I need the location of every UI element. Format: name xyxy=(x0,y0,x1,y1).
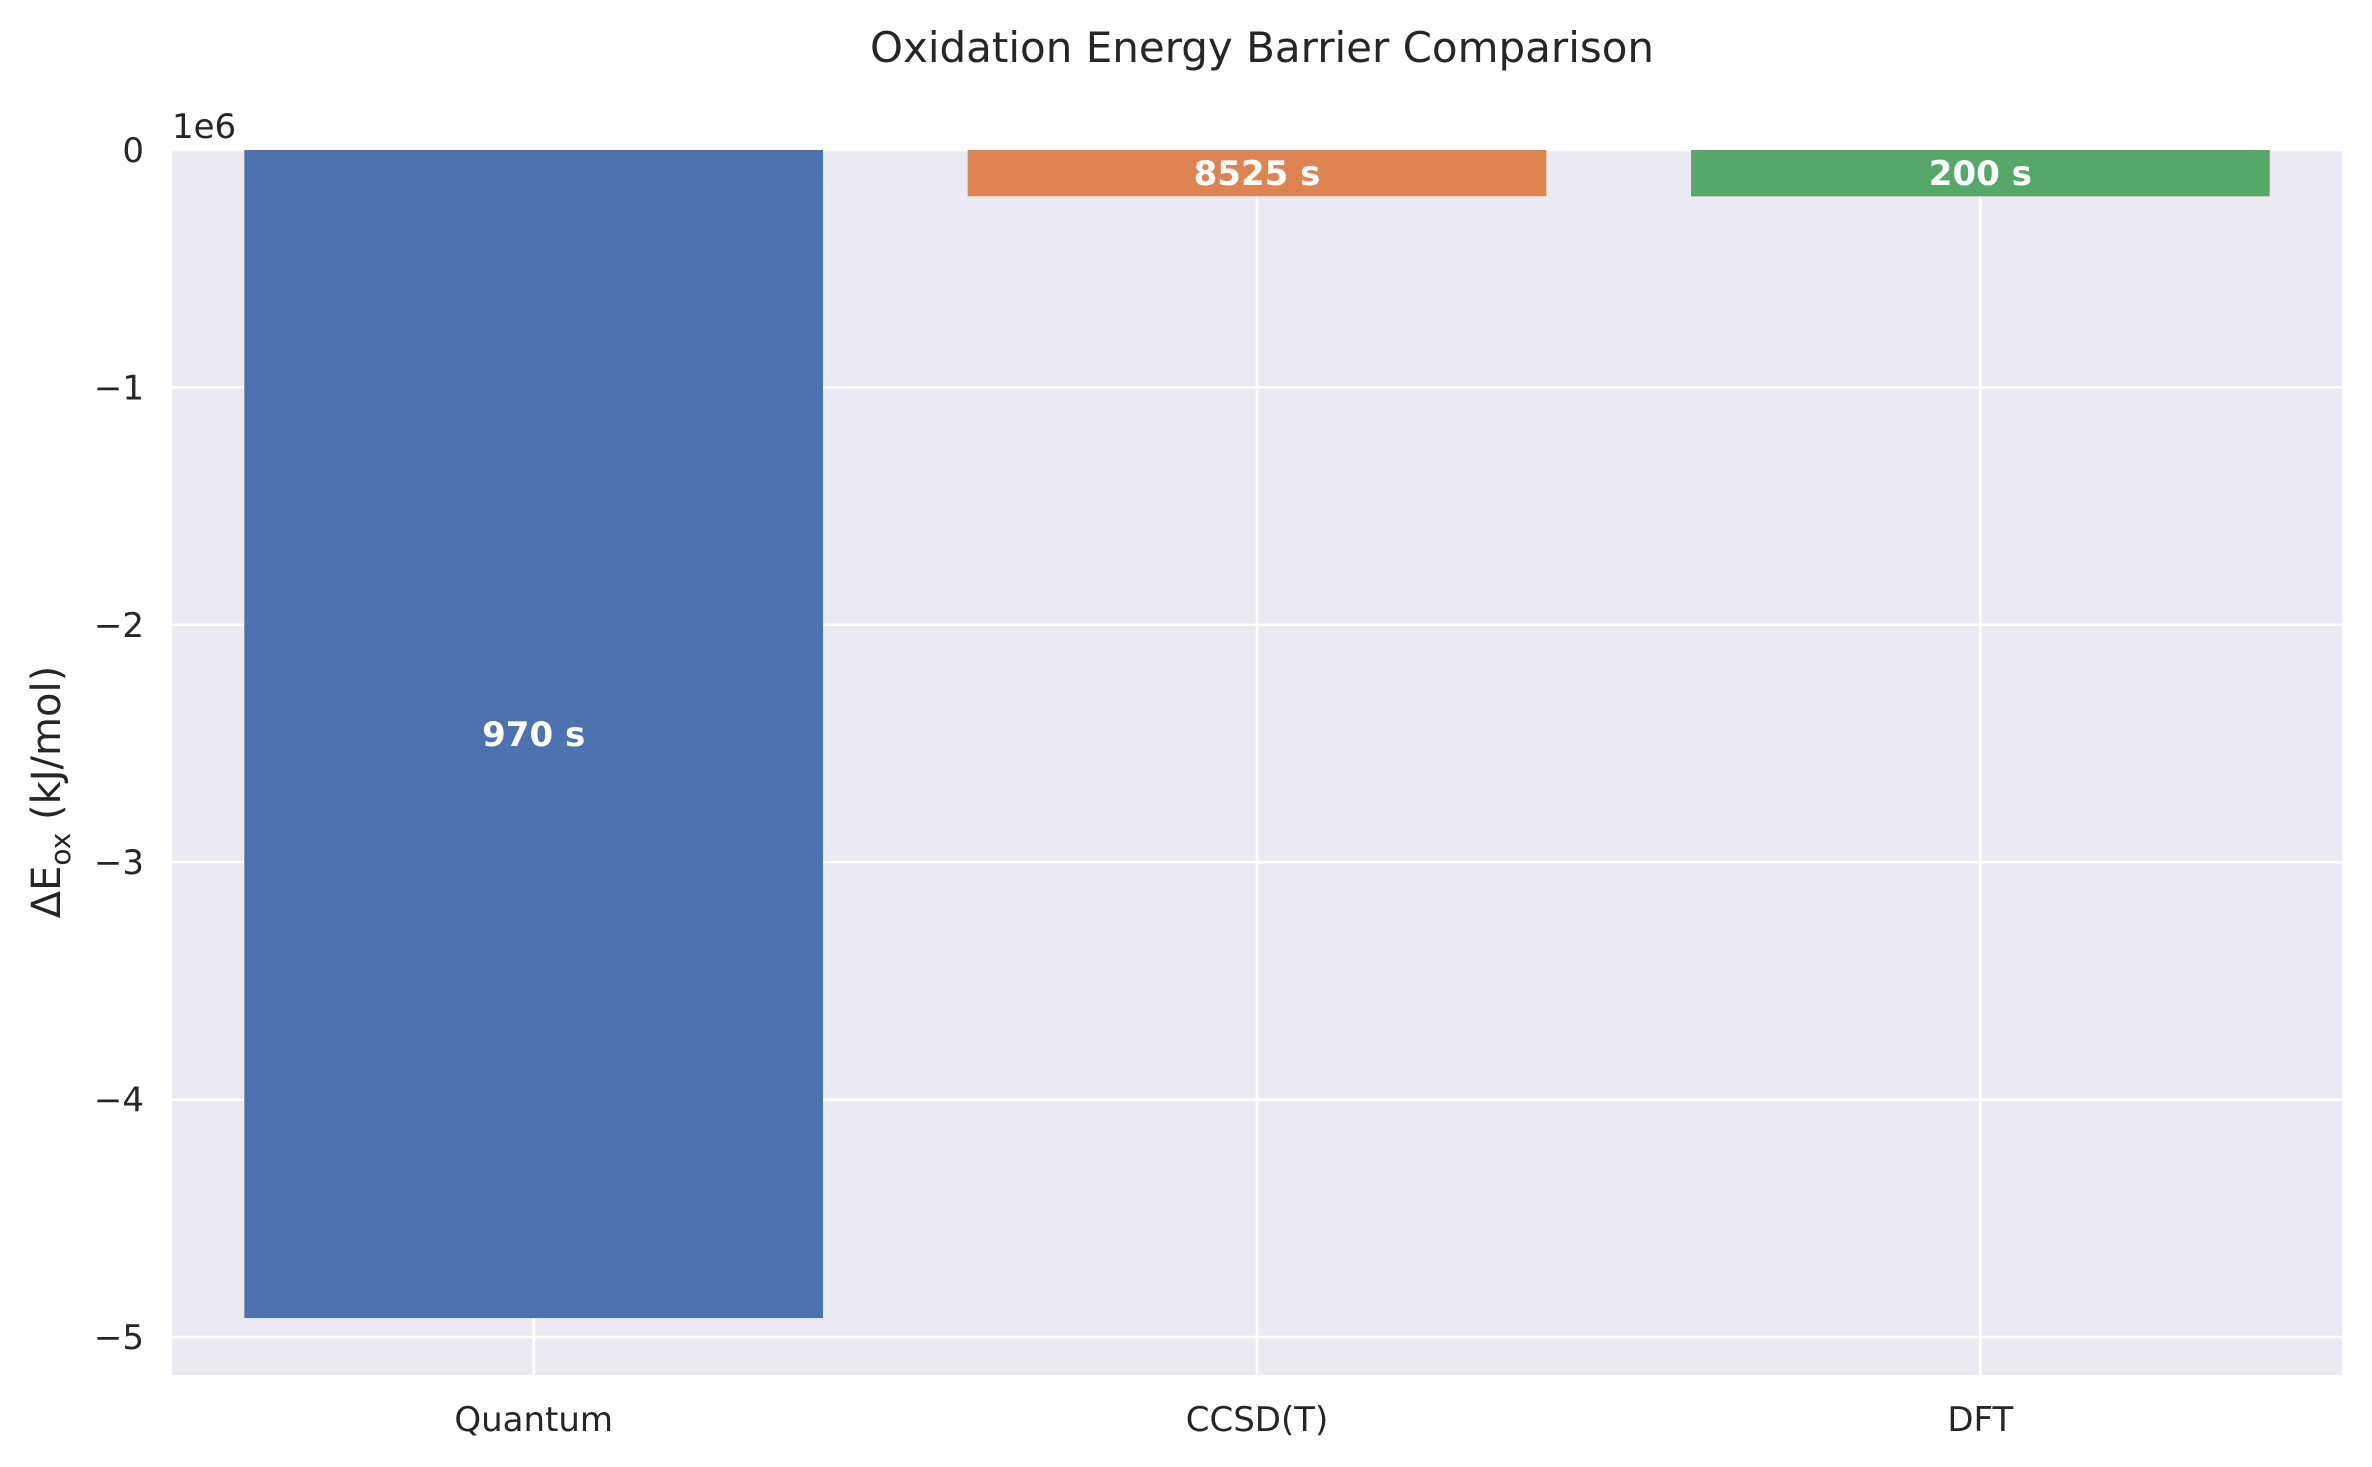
y-axis-label-main: ΔE xyxy=(24,866,70,919)
x-tick-label: DFT xyxy=(1947,1400,2013,1440)
x-tick-label: CCSD(T) xyxy=(1186,1400,1329,1440)
y-tick-label: −3 xyxy=(94,843,144,883)
y-tick-label: 0 xyxy=(122,131,144,171)
bar-value-label: 8525 s xyxy=(1194,154,1321,194)
tick-layer: 0 −1 −2 −3 −4 −5 Quantum CCSD(T) DFT xyxy=(94,131,2014,1440)
y-tick-label: −4 xyxy=(94,1081,144,1121)
y-tick-label: −5 xyxy=(94,1318,144,1358)
bar-layer: 970 s 8525 s 200 s xyxy=(244,150,2270,1319)
bar-value-label: 970 s xyxy=(482,715,585,755)
y-axis-label: ΔEox (kJ/mol) xyxy=(24,666,77,918)
bar-dft xyxy=(1691,150,2270,197)
chart-title: Oxidation Energy Barrier Comparison xyxy=(870,23,1654,72)
bar-value-label: 200 s xyxy=(1929,154,2032,194)
y-tick-label: −1 xyxy=(94,368,144,408)
y-offset-label: 1e6 xyxy=(172,107,236,147)
y-axis-label-sub: ox xyxy=(44,833,77,866)
y-tick-label: −2 xyxy=(94,606,144,646)
bar-ccsd-t xyxy=(967,150,1547,197)
y-axis-label-unit: (kJ/mol) xyxy=(24,666,70,833)
x-tick-label: Quantum xyxy=(454,1400,613,1440)
bar-quantum xyxy=(244,150,824,1319)
